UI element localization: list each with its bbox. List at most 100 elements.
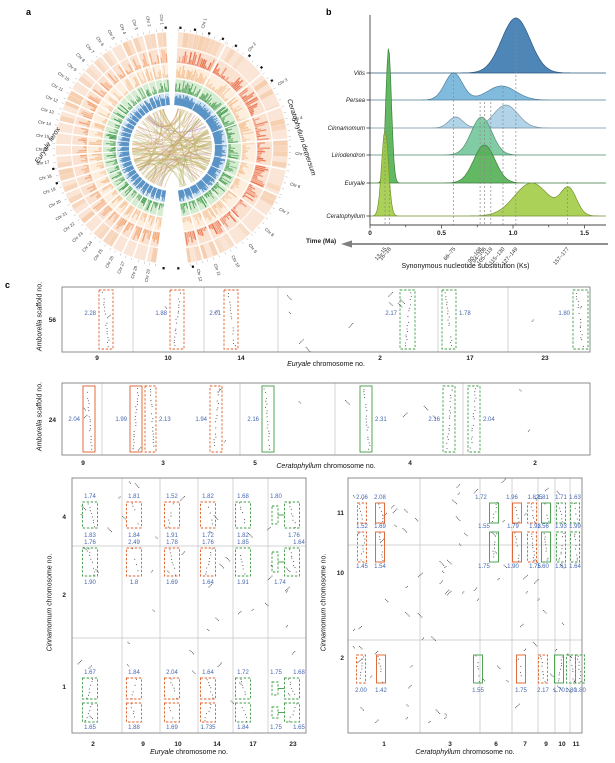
ks-value: 1.64 <box>202 670 214 676</box>
synteny-box <box>359 385 373 453</box>
dotplot-dots <box>82 387 531 451</box>
time-range-label: 66–75 <box>443 246 457 262</box>
ks-value: 1.69 <box>166 580 178 586</box>
ks-value: 1.72 <box>202 533 214 539</box>
panel-b-label: b <box>326 7 332 17</box>
synteny-box <box>129 385 143 453</box>
ks-value: 1.42 <box>375 688 387 694</box>
synteny-box <box>126 677 142 700</box>
ks-value: 1.78 <box>459 311 471 317</box>
ks-value: 1.93 <box>529 524 541 530</box>
dotplot-values: 2.04 1.99 2.13 1.94 2.16 2.31 2.16 2.04 <box>68 417 495 423</box>
x-tick-label: 10 <box>174 741 182 748</box>
x-tick-label: 4 <box>408 460 412 467</box>
x-tick-label: 5 <box>253 460 257 467</box>
synteny-box <box>200 547 216 577</box>
synteny-box <box>541 531 551 563</box>
synteny-box <box>512 502 522 524</box>
x-tick-label: 3 <box>161 460 165 467</box>
chr-label: Chr 11 <box>51 82 65 92</box>
dotplot3-y-rest: chromosome no. <box>46 553 54 608</box>
synteny-box <box>575 654 585 684</box>
ks-value: 1.79 <box>507 524 519 530</box>
ks-value: 1.81 <box>128 494 140 500</box>
ks-value: 1.80 <box>565 688 577 694</box>
chr-label: Chr 20 <box>48 198 62 208</box>
dotplot-grid <box>348 478 582 733</box>
marker-square <box>234 44 238 48</box>
chr-label: Chr 5 <box>295 151 306 157</box>
ks-tick-label: 1.0 <box>508 230 517 237</box>
synteny-box <box>164 702 180 723</box>
x-tick-label: 17 <box>466 355 474 362</box>
ks-value: 1.90 <box>84 580 96 586</box>
ks-value: 2.08 <box>374 495 386 501</box>
synteny-box <box>512 531 522 563</box>
ks-tick-label: 0.5 <box>437 230 446 237</box>
circos-outer-ticks <box>52 28 292 267</box>
synteny-box <box>489 531 499 563</box>
ks-value: 1.78 <box>166 540 178 546</box>
synteny-box <box>271 681 279 696</box>
dotplot-cinnamomum-vs-euryale: 1.741.831.811.841.521.911.821.721.681.82… <box>62 477 307 748</box>
synteny-box <box>82 501 98 529</box>
chr-label: Chr 14 <box>38 119 52 126</box>
dotplot4-y-rest: chromosome no. <box>320 553 328 608</box>
ks-value: 1.60 <box>537 564 549 570</box>
x-tick-label: 11 <box>573 741 580 748</box>
ks-value: 2.06 <box>356 495 368 501</box>
ks-value: 1.75 <box>270 725 282 731</box>
chr-label: Chr 17 <box>36 159 50 166</box>
chr-label: Chr 1 <box>159 14 165 26</box>
ks-value: 1.85 <box>237 540 249 546</box>
synteny-box <box>235 501 251 529</box>
chr-label: Chr 29 <box>144 268 151 282</box>
chr-label: Chr 12 <box>45 94 59 104</box>
marker-square <box>191 265 195 268</box>
ks-value: 1.91 <box>237 580 249 586</box>
x-tick-label: 2 <box>91 741 95 748</box>
dotplot-ticks: 9 3 5 4 2 24 <box>49 417 537 467</box>
y-tick-label: 11 <box>337 510 344 517</box>
chr-label: Chr 2 <box>145 16 152 28</box>
dotplot-grid <box>132 287 509 352</box>
synteny-box <box>82 547 98 577</box>
synteny-box <box>467 385 481 453</box>
time-axis-label: Time (Ma) <box>306 238 337 245</box>
ks-value: 2.13 <box>159 417 171 423</box>
dotplot2-x-axis-title: Ceratophyllum chromosome no. <box>216 463 436 470</box>
panel-c-label: c <box>5 280 11 290</box>
ks-value: 1.88 <box>128 725 140 731</box>
synteny-box <box>235 677 251 700</box>
dotplot1-x-genus: Euryale <box>287 361 311 368</box>
synteny-box <box>164 677 180 700</box>
ks-value: 1.45 <box>356 564 368 570</box>
chr-label: Chr 21 <box>54 210 68 221</box>
dotplot2-x-genus: Ceratophyllum <box>276 463 322 470</box>
dotplot1-y-genus: Amborella <box>36 319 44 352</box>
x-tick-label: 14 <box>237 355 245 362</box>
synteny-box <box>556 531 566 563</box>
ks-value: 1.68 <box>293 670 305 676</box>
x-tick-label: 1 <box>382 741 386 748</box>
ridge-ceratophyllum <box>370 128 606 217</box>
ks-value: 1.55 <box>478 524 490 530</box>
chr-label: Chr 9 <box>248 243 259 255</box>
ks-value: 1.81 <box>537 495 549 501</box>
ks-value: 1.61 <box>555 564 567 570</box>
marker-square <box>52 167 55 171</box>
ks-value: 1.69 <box>166 725 178 731</box>
ks-value: 2.04 <box>166 670 178 676</box>
ks-value: 1.80 <box>574 688 586 694</box>
dotplot3-x-rest: chromosome no. <box>173 749 228 756</box>
synteny-box <box>271 505 279 525</box>
dotplot-amborella-vs-euryale: 2.28 1.88 2.01 2.17 1.78 1.80 9 10 14 2 17 23 56 <box>49 286 591 362</box>
ks-value: 1.69 <box>374 524 386 530</box>
synteny-box <box>235 702 251 723</box>
synteny-box <box>375 502 385 524</box>
ks-value: 1.75 <box>270 670 282 676</box>
synteny-box <box>356 654 366 684</box>
x-tick-label: 9 <box>81 460 85 467</box>
synteny-box <box>441 289 457 350</box>
